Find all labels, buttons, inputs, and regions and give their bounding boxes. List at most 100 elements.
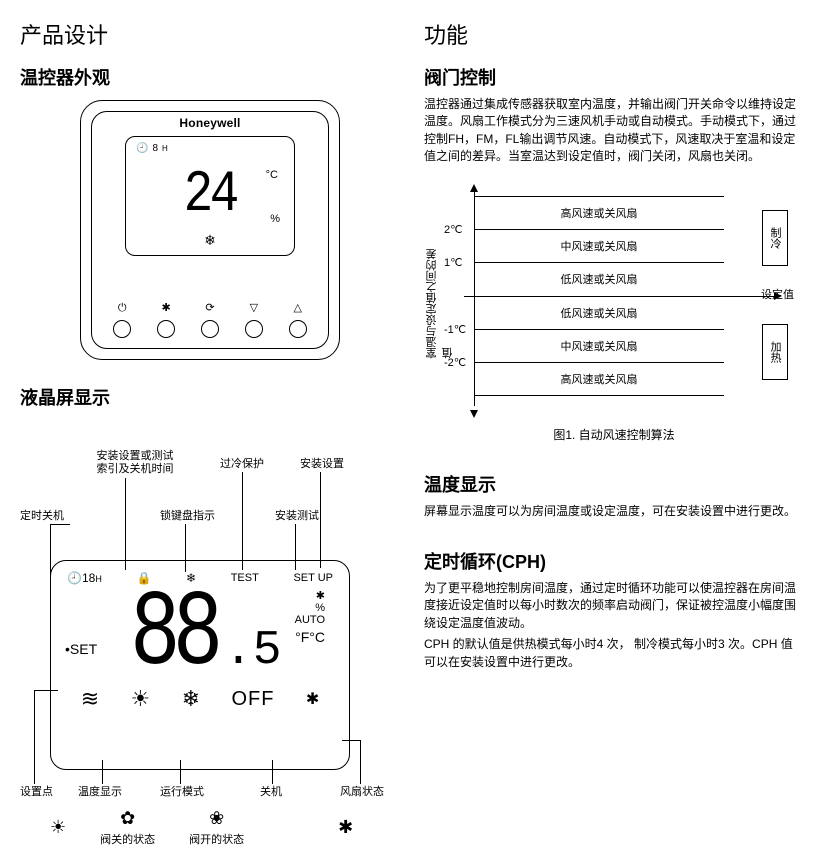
cool-label: 制冷 [767,227,783,249]
cool-box: 制冷 [762,210,788,266]
row-label: 高风速或关风扇 [561,371,638,387]
chart-row: -2℃中风速或关风扇 [474,329,724,362]
brand-label: Honeywell [179,116,240,130]
temp-paragraph: 屏幕显示温度可以为房间温度或设定温度，可在安装设置中进行更改。 [424,503,804,520]
off-label: OFF [231,688,274,711]
leader-line [342,740,360,741]
figure-caption: 图1. 自动风速控制算法 [424,426,804,443]
cph-paragraph-1: 为了更平稳地控制房间温度，通过定时循环功能可以使温控器在房间温度接近设定值时以每… [424,580,804,632]
callout-setpoint: 设置点 [20,786,53,799]
lcd-row2: •SET 88 .5 °F°C ✱ % AUTO [65,587,335,684]
bottom-icon-row: ☀ ✿ 阀关的状态 ❀ 阀开的状态 ✱ [50,808,353,847]
arrow-up-icon [470,184,478,192]
cph-heading: 定时循环(CPH) [424,548,804,574]
test-label: TEST [231,572,259,584]
leader-line [125,478,126,570]
lcd-small-value: 24 [184,167,236,225]
valve-open-col: ❀ 阀开的状态 [189,808,244,847]
clock-icon: 🕘 [136,143,148,154]
leader-line [180,760,181,784]
tick-label: 2℃ [444,223,462,236]
heat-box: 加热 [762,324,788,380]
up-button[interactable] [289,320,307,338]
sun-icon: ☀ [50,817,66,837]
valve-open-label: 阀开的状态 [189,831,244,847]
thermostat-frame: Honeywell 🕘 8 H 24 °C % ❄ ⏻ ✱ ⟳ ▽ [91,111,329,349]
button-row: ⏻ ✱ ⟳ ▽ △ [113,303,307,342]
leader-line [50,524,70,525]
power-button-col: ⏻ [113,303,131,338]
down-icon: ▽ [250,303,258,314]
row-label: 中风速或关风扇 [561,338,638,354]
chart-row: 高风速或关风扇 [474,362,724,395]
decimal-digit: .5 [224,624,282,678]
down-button[interactable] [245,320,263,338]
clock-hour: 8 [152,143,158,154]
setup-label: SET UP [293,572,333,584]
fan-icon-col: ✱ [338,817,353,838]
clock-icon: 🕘18H [67,571,102,585]
callout-test: 安装测试 [275,510,319,523]
up-button-col: △ [289,303,307,338]
callout-off: 关机 [260,786,282,799]
arrow-down-icon [470,410,478,418]
valve-heading: 阀门控制 [424,64,804,90]
lcd-small: 🕘 8 H 24 °C % ❄ [125,136,295,256]
leader-line [102,760,103,784]
tick-label: -2℃ [444,356,466,369]
valve-open-icon: ❀ [209,808,224,828]
leader-line [34,690,58,691]
mode-button-col: ⟳ [201,303,219,338]
chart-row: 低风速或关风扇 [474,262,724,295]
big-digits: 88 [130,587,216,684]
heat-label: 加热 [767,341,783,363]
thermostat-device: Honeywell 🕘 8 H 24 °C % ❄ ⏻ ✱ ⟳ ▽ [80,100,340,360]
percent-icon: % [270,213,280,225]
chart-row: 2℃高风速或关风扇 [474,196,724,229]
lcd-diagram: 安装设置或测试 索引及关机时间 过冷保护 安装设置 定时关机 锁键盘指示 安装测… [20,450,400,850]
appearance-heading: 温控器外观 [20,64,400,90]
callout-setup: 安装设置 [300,458,344,471]
power-icon: ⏻ [118,303,127,314]
fan-icon: ✱ [338,817,353,837]
fan-chart: 室温与设定值之间的差值 2℃高风速或关风扇 1℃中风速或关风扇 低风速或关风扇 … [424,186,784,416]
callout-mode: 运行模式 [160,786,204,799]
fan-small-icon: ✱ [306,689,319,709]
valve-closed-col: ✿ 阀关的状态 [100,808,155,847]
valve-closed-label: 阀关的状态 [100,831,155,847]
row-label: 高风速或关风扇 [561,205,638,221]
callout-fan-state: 风扇状态 [340,786,384,799]
fan-button[interactable] [157,320,175,338]
heat-icon: ≋ [81,686,99,712]
right-column: 功能 阀门控制 温控器通过集成传感器获取室内温度，并输出阀门开关命令以维持设定温… [424,18,804,850]
leader-line [34,690,35,784]
setpoint-icon-col: ☀ [50,817,66,838]
callout-install-index: 安装设置或测试 索引及关机时间 [90,450,180,475]
left-column: 产品设计 温控器外观 Honeywell 🕘 8 H 24 °C % ❄ [20,18,400,850]
valve-closed-icon: ✿ [120,808,135,828]
right-title: 功能 [424,18,804,50]
row-label: 低风速或关风扇 [561,305,638,321]
fan-icon: ✱ [161,303,170,314]
left-title: 产品设计 [20,18,400,50]
setpoint-label: 设定值 [761,286,794,302]
axis-horizontal [464,296,774,298]
up-icon: △ [294,303,302,314]
callout-timer-off: 定时关机 [20,510,64,523]
page-root: 产品设计 温控器外观 Honeywell 🕘 8 H 24 °C % ❄ [20,18,804,850]
unit-labels: °F°C [295,629,325,645]
fan-pct: % [315,602,325,614]
clock-suffix: H [95,574,102,584]
power-button[interactable] [113,320,131,338]
mode-icon: ⟳ [205,303,214,314]
leader-line [360,740,361,784]
leader-line [320,472,321,568]
callout-defrost: 过冷保护 [220,458,264,471]
row-label: 低风速或关风扇 [561,271,638,287]
mode-button[interactable] [201,320,219,338]
valve-paragraph: 温控器通过集成传感器获取室内温度，并输出阀门开关命令以维持设定温度。风扇工作模式… [424,96,804,166]
cph-paragraph-2: CPH 的默认值是供热模式每小时4 次， 制冷模式每小时3 次。CPH 值可以在… [424,636,804,671]
callout-temp-disp: 温度显示 [78,786,122,799]
tick-label: -1℃ [444,323,466,336]
snowflake-icon: ❄ [204,232,216,249]
